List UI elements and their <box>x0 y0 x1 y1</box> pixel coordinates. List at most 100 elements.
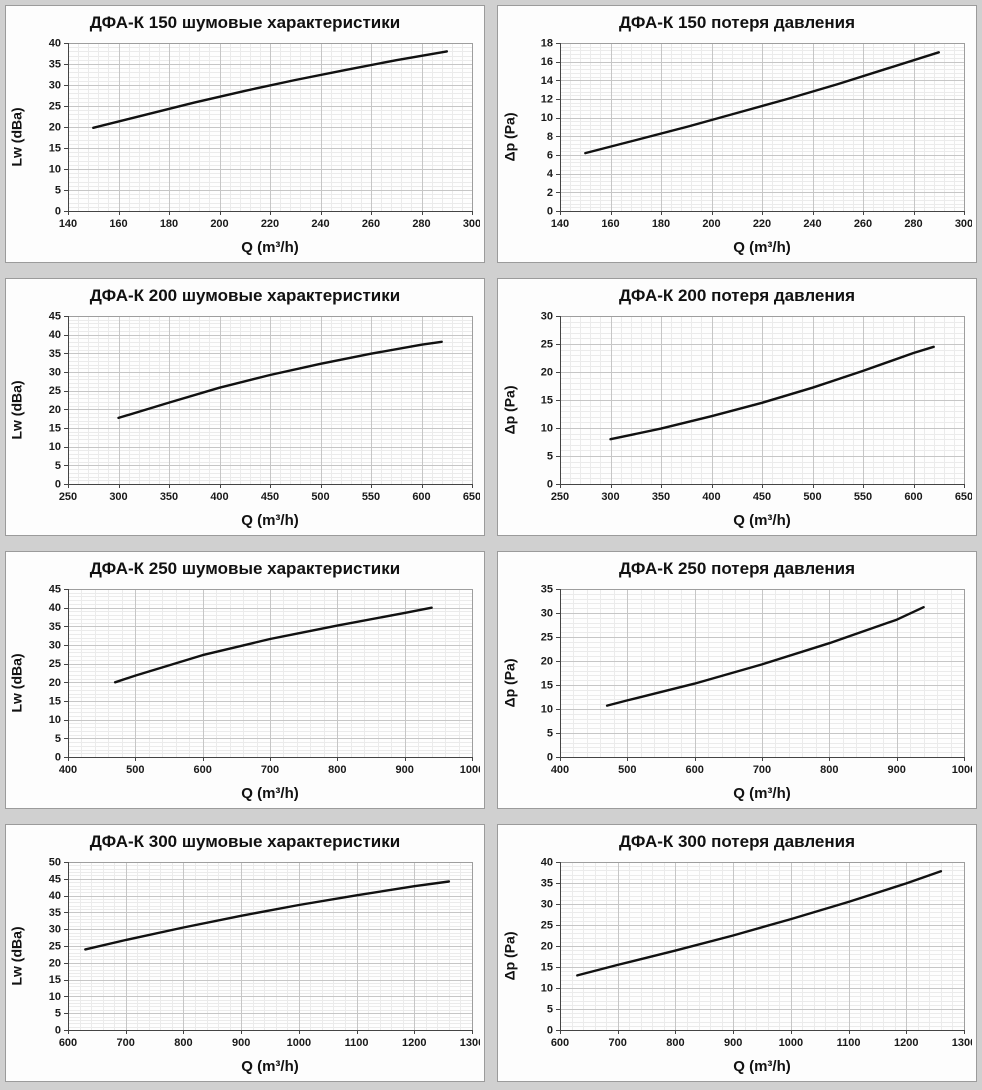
y-axis-title: Δp (Pa) <box>501 931 518 980</box>
svg-text:30: 30 <box>49 366 61 378</box>
svg-text:1000: 1000 <box>779 1037 803 1049</box>
plot-area: 250 300 350 400 450 500 550 600 650 0 5 10 15 20 25 30 3… <box>49 310 480 503</box>
svg-text:25: 25 <box>49 658 61 670</box>
svg-text:30: 30 <box>49 79 61 91</box>
svg-text:15: 15 <box>49 142 61 154</box>
svg-text:0: 0 <box>55 751 61 763</box>
svg-text:5: 5 <box>547 727 553 739</box>
svg-text:1100: 1100 <box>837 1037 861 1049</box>
svg-text:800: 800 <box>820 764 838 776</box>
chart-panel-dfa-k-200-pressure: ДФА-К 200 потеря давления Δp (Pa) 250 300… <box>497 278 977 536</box>
svg-text:240: 240 <box>311 218 329 230</box>
svg-text:5: 5 <box>55 732 61 744</box>
svg-text:900: 900 <box>395 764 413 776</box>
svg-text:600: 600 <box>904 491 922 503</box>
svg-text:260: 260 <box>362 218 380 230</box>
plot-area: 400 500 600 700 800 900 1000 0 5 10 15 20 25 30 35 40 45 <box>49 583 480 776</box>
svg-text:280: 280 <box>904 218 922 230</box>
svg-text:12: 12 <box>541 93 553 105</box>
svg-text:300: 300 <box>955 218 972 230</box>
svg-text:5: 5 <box>55 1007 61 1019</box>
svg-text:1000: 1000 <box>460 764 480 776</box>
svg-text:45: 45 <box>49 583 61 595</box>
svg-text:260: 260 <box>854 218 872 230</box>
chart-panel-dfa-k-150-pressure: ДФА-К 150 потеря давления Δp (Pa) 140 160… <box>497 5 977 263</box>
svg-text:250: 250 <box>551 491 569 503</box>
y-axis-title-wrap: Δp (Pa) <box>498 658 520 707</box>
chart-panel-dfa-k-300-noise: ДФА-К 300 шумовые характеристики Lw (dBa… <box>5 824 485 1082</box>
y-axis-title: Lw (dBa) <box>9 925 26 986</box>
svg-text:40: 40 <box>49 890 61 902</box>
chart-title: ДФА-К 150 шумовые характеристики <box>89 13 401 32</box>
svg-text:0: 0 <box>55 205 61 217</box>
y-axis-title-wrap: Δp (Pa) <box>498 931 520 980</box>
svg-text:250: 250 <box>59 491 77 503</box>
svg-text:600: 600 <box>685 764 703 776</box>
svg-text:300: 300 <box>601 491 619 503</box>
svg-text:5: 5 <box>547 1003 553 1015</box>
x-axis-title: Q (m³/h) <box>733 512 791 529</box>
svg-text:600: 600 <box>193 764 211 776</box>
svg-text:300: 300 <box>463 218 480 230</box>
svg-text:800: 800 <box>174 1037 192 1049</box>
y-axis-title-wrap: Lw (dBa) <box>6 107 28 166</box>
y-axis-title-wrap: Δp (Pa) <box>498 385 520 434</box>
svg-text:900: 900 <box>232 1037 250 1049</box>
svg-text:10: 10 <box>541 982 553 994</box>
svg-text:20: 20 <box>49 676 61 688</box>
svg-text:5: 5 <box>55 184 61 196</box>
svg-text:14: 14 <box>541 74 554 86</box>
svg-text:50: 50 <box>49 856 61 868</box>
x-axis-title: Q (m³/h) <box>733 1058 791 1075</box>
svg-text:350: 350 <box>652 491 670 503</box>
svg-text:2: 2 <box>547 186 553 198</box>
svg-text:25: 25 <box>541 919 553 931</box>
svg-text:1000: 1000 <box>952 764 972 776</box>
svg-text:1200: 1200 <box>402 1037 426 1049</box>
svg-text:40: 40 <box>49 329 61 341</box>
chart-title: ДФА-К 250 потеря давления <box>618 559 856 578</box>
svg-text:15: 15 <box>49 695 61 707</box>
svg-text:35: 35 <box>541 583 553 595</box>
svg-text:400: 400 <box>702 491 720 503</box>
svg-text:700: 700 <box>261 764 279 776</box>
svg-text:10: 10 <box>49 714 61 726</box>
svg-text:30: 30 <box>541 607 553 619</box>
svg-text:10: 10 <box>49 990 61 1002</box>
chart-title: ДФА-К 300 потеря давления <box>618 832 856 851</box>
svg-text:220: 220 <box>261 218 279 230</box>
svg-text:700: 700 <box>753 764 771 776</box>
svg-text:200: 200 <box>210 218 228 230</box>
svg-text:650: 650 <box>955 491 972 503</box>
x-axis-title: Q (m³/h) <box>733 239 791 256</box>
chart-title: ДФА-К 200 потеря давления <box>618 286 856 305</box>
svg-text:4: 4 <box>547 168 554 180</box>
svg-text:35: 35 <box>49 347 61 359</box>
chart-panel-dfa-k-300-pressure: ДФА-К 300 потеря давления Δp (Pa) 600 700… <box>497 824 977 1082</box>
svg-text:650: 650 <box>463 491 480 503</box>
svg-text:20: 20 <box>541 940 553 952</box>
svg-text:220: 220 <box>753 218 771 230</box>
svg-text:600: 600 <box>551 1037 569 1049</box>
svg-text:1000: 1000 <box>287 1037 311 1049</box>
x-axis-title: Q (m³/h) <box>241 512 299 529</box>
svg-text:900: 900 <box>887 764 905 776</box>
chart-panel-dfa-k-150-noise: ДФА-К 150 шумовые характеристики Lw (dBa… <box>5 5 485 263</box>
plot-area: 140 160 180 200 220 240 260 280 300 0 2 4 6 8 10 12 14 16… <box>541 37 972 230</box>
svg-text:600: 600 <box>59 1037 77 1049</box>
svg-text:35: 35 <box>541 877 553 889</box>
svg-text:10: 10 <box>541 422 553 434</box>
svg-text:15: 15 <box>49 974 61 986</box>
svg-text:400: 400 <box>59 764 77 776</box>
svg-text:500: 500 <box>618 764 636 776</box>
svg-text:35: 35 <box>49 620 61 632</box>
svg-text:25: 25 <box>541 631 553 643</box>
svg-text:20: 20 <box>49 121 61 133</box>
svg-text:30: 30 <box>541 310 553 322</box>
y-axis-title-wrap: Lw (dBa) <box>6 653 28 712</box>
svg-text:300: 300 <box>109 491 127 503</box>
svg-text:15: 15 <box>541 679 553 691</box>
svg-text:20: 20 <box>49 957 61 969</box>
